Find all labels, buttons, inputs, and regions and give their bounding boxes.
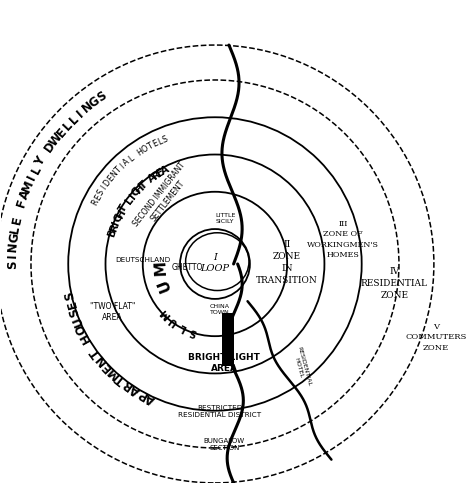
Text: G: G: [7, 232, 21, 243]
Text: BLACK BELT: BLACK BELT: [224, 318, 229, 355]
Text: L: L: [60, 119, 75, 133]
Text: "TWO FLAT"
AREA: "TWO FLAT" AREA: [90, 301, 135, 321]
Text: GHETTO: GHETTO: [171, 263, 203, 271]
Text: II
ZONE
IN
TRANSITION: II ZONE IN TRANSITION: [256, 240, 318, 284]
Text: T: T: [114, 165, 123, 175]
Text: CHINA
TOWN: CHINA TOWN: [210, 303, 229, 314]
Text: S: S: [188, 325, 198, 337]
Text: I: I: [111, 218, 122, 226]
Text: N: N: [109, 169, 120, 179]
Text: I: I: [100, 184, 109, 191]
Text: I: I: [128, 191, 138, 200]
Text: S: S: [95, 89, 109, 104]
Text: T: T: [88, 345, 103, 359]
Text: H: H: [115, 207, 128, 219]
Text: G: G: [87, 94, 102, 110]
Text: M: M: [158, 307, 172, 320]
Text: T: T: [118, 203, 130, 214]
Text: G: G: [112, 211, 125, 223]
Text: BUNGALOW
SECTION: BUNGALOW SECTION: [204, 437, 245, 450]
Text: A: A: [159, 163, 171, 176]
Text: T: T: [113, 371, 128, 386]
Text: G: G: [130, 185, 143, 198]
Bar: [222, 313, 234, 367]
Text: A: A: [122, 157, 132, 168]
Text: O: O: [140, 144, 150, 155]
Text: S: S: [6, 261, 19, 269]
Text: I: I: [25, 173, 39, 182]
Text: H: H: [133, 181, 146, 195]
Text: W: W: [46, 130, 65, 148]
Text: P: P: [136, 386, 149, 401]
Text: E: E: [65, 298, 79, 309]
Text: L: L: [9, 224, 23, 233]
Text: B: B: [107, 227, 119, 237]
Text: I
LOOP: I LOOP: [201, 252, 229, 272]
Text: O: O: [73, 321, 90, 336]
Text: E: E: [54, 125, 69, 140]
Text: E: E: [93, 192, 103, 201]
Text: L: L: [156, 136, 164, 146]
Text: E: E: [100, 358, 115, 373]
Text: N: N: [79, 99, 95, 116]
Text: H: H: [135, 147, 145, 157]
Text: R: R: [109, 222, 120, 232]
Text: BLACK BELT: BLACK BELT: [224, 316, 229, 357]
Text: T: T: [146, 141, 154, 151]
Text: III
ZONE OF
WORKINGMEN'S
HOMES: III ZONE OF WORKINGMEN'S HOMES: [307, 219, 379, 259]
Text: R: R: [90, 197, 100, 206]
Text: A: A: [18, 187, 33, 200]
Text: M: M: [20, 178, 36, 194]
Text: U: U: [70, 314, 86, 327]
Text: E: E: [106, 174, 116, 183]
Text: L: L: [124, 194, 136, 205]
Text: V
COMMUTERS
ZONE: V COMMUTERS ZONE: [406, 322, 467, 351]
Text: Y: Y: [33, 155, 48, 168]
Text: N: N: [6, 241, 20, 252]
Text: U: U: [167, 314, 180, 327]
Text: R: R: [150, 169, 163, 181]
Text: BRIGHT LIGHT
AREA: BRIGHT LIGHT AREA: [188, 352, 260, 372]
Text: A: A: [144, 390, 157, 405]
Text: E: E: [10, 214, 25, 225]
Text: D: D: [42, 139, 58, 154]
Text: M: M: [105, 363, 122, 381]
Text: R: R: [120, 376, 135, 392]
Text: E: E: [155, 166, 166, 178]
Text: U: U: [155, 276, 173, 292]
Text: L: L: [178, 321, 188, 332]
Text: I: I: [6, 253, 19, 258]
Text: SECOND IMMIGRANT
SETTLEMENT: SECOND IMMIGRANT SETTLEMENT: [131, 160, 196, 234]
Text: S: S: [96, 188, 106, 197]
Text: LITTLE
SICILY: LITTLE SICILY: [215, 212, 236, 223]
Text: H: H: [78, 329, 94, 344]
Text: L: L: [67, 112, 81, 127]
Text: S: S: [63, 289, 77, 300]
Text: M: M: [153, 260, 169, 275]
Text: T: T: [138, 178, 150, 190]
Text: IV
RESIDENTIAL
ZONE: IV RESIDENTIAL ZONE: [361, 267, 428, 299]
Text: S: S: [67, 306, 82, 318]
Text: A: A: [128, 381, 142, 397]
Text: RESIDENTIAL
HOTEL: RESIDENTIAL HOTEL: [291, 346, 311, 388]
Text: I: I: [118, 162, 127, 170]
Text: RESTRICTED
RESIDENTIAL DISTRICT: RESTRICTED RESIDENTIAL DISTRICT: [178, 404, 261, 418]
Text: DEUTSCHLAND: DEUTSCHLAND: [115, 257, 170, 263]
Text: E: E: [151, 139, 159, 149]
Text: L: L: [127, 154, 136, 164]
Text: L: L: [28, 163, 44, 176]
Text: D: D: [102, 178, 113, 188]
Text: N: N: [93, 351, 109, 367]
Text: A: A: [146, 171, 158, 184]
Text: F: F: [15, 197, 29, 208]
Text: S: S: [161, 134, 169, 144]
Text: I: I: [74, 107, 86, 120]
